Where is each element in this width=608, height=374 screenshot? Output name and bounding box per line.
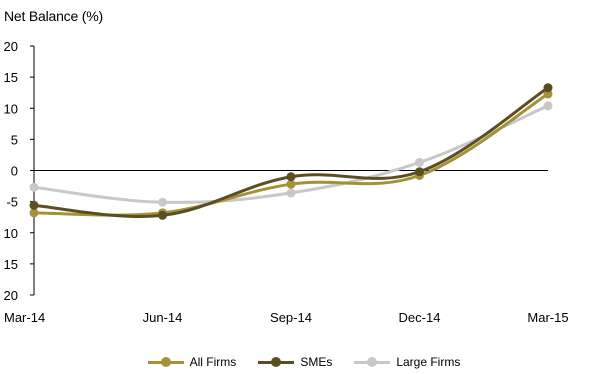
y-tick-label: 20 [4, 39, 18, 54]
x-tick-label: Mar-15 [527, 310, 568, 325]
data-point-all-firms [543, 89, 553, 99]
legend-swatch [258, 357, 295, 367]
legend-item-all-firms: All Firms [147, 355, 237, 369]
y-tick-label: 15 [4, 70, 18, 85]
x-tick-label: Mar-14 [4, 310, 45, 325]
y-tick-label: 20 [4, 288, 18, 303]
y-tick-label: 0 [11, 164, 18, 179]
data-point-smes [543, 83, 553, 93]
data-point-large-firms [286, 188, 296, 198]
legend-swatch [354, 357, 391, 367]
data-point-all-firms [29, 208, 39, 218]
legend: All Firms SMEs Large Firms [0, 355, 608, 369]
x-tick-label: Dec-14 [399, 310, 441, 325]
y-tick-label: 15 [4, 257, 18, 272]
data-point-smes [158, 210, 167, 220]
legend-label: SMEs [300, 355, 333, 369]
legend-item-smes: SMEs [258, 355, 332, 369]
series-layer [29, 83, 553, 220]
data-point-smes [415, 167, 424, 177]
data-point-all-firms [286, 179, 296, 189]
data-point-smes [286, 172, 296, 182]
legend-label: Large Firms [396, 355, 461, 369]
y-tick-label: 10 [4, 226, 18, 241]
x-tick-label: Jun-14 [143, 310, 183, 325]
axes: 20 15 10 5 0 -5 10 15 20 Mar-14 Jun-14 Sep-14 Dec-14… [4, 39, 569, 325]
data-point-large-firms [543, 101, 553, 111]
data-point-smes [29, 200, 39, 210]
data-point-large-firms [158, 197, 167, 207]
x-tick-label: Sep-14 [270, 310, 312, 325]
y-tick-label: 10 [4, 101, 18, 116]
data-point-large-firms [29, 182, 39, 192]
legend-item-large-firms: Large Firms [354, 355, 460, 369]
data-point-large-firms [415, 157, 424, 167]
legend-label: All Firms [189, 355, 237, 369]
y-axis-label: Net Balance (%) [4, 8, 103, 24]
y-tick-label: -5 [6, 195, 18, 210]
y-tick-label: 5 [11, 132, 18, 147]
legend-swatch [147, 357, 184, 367]
